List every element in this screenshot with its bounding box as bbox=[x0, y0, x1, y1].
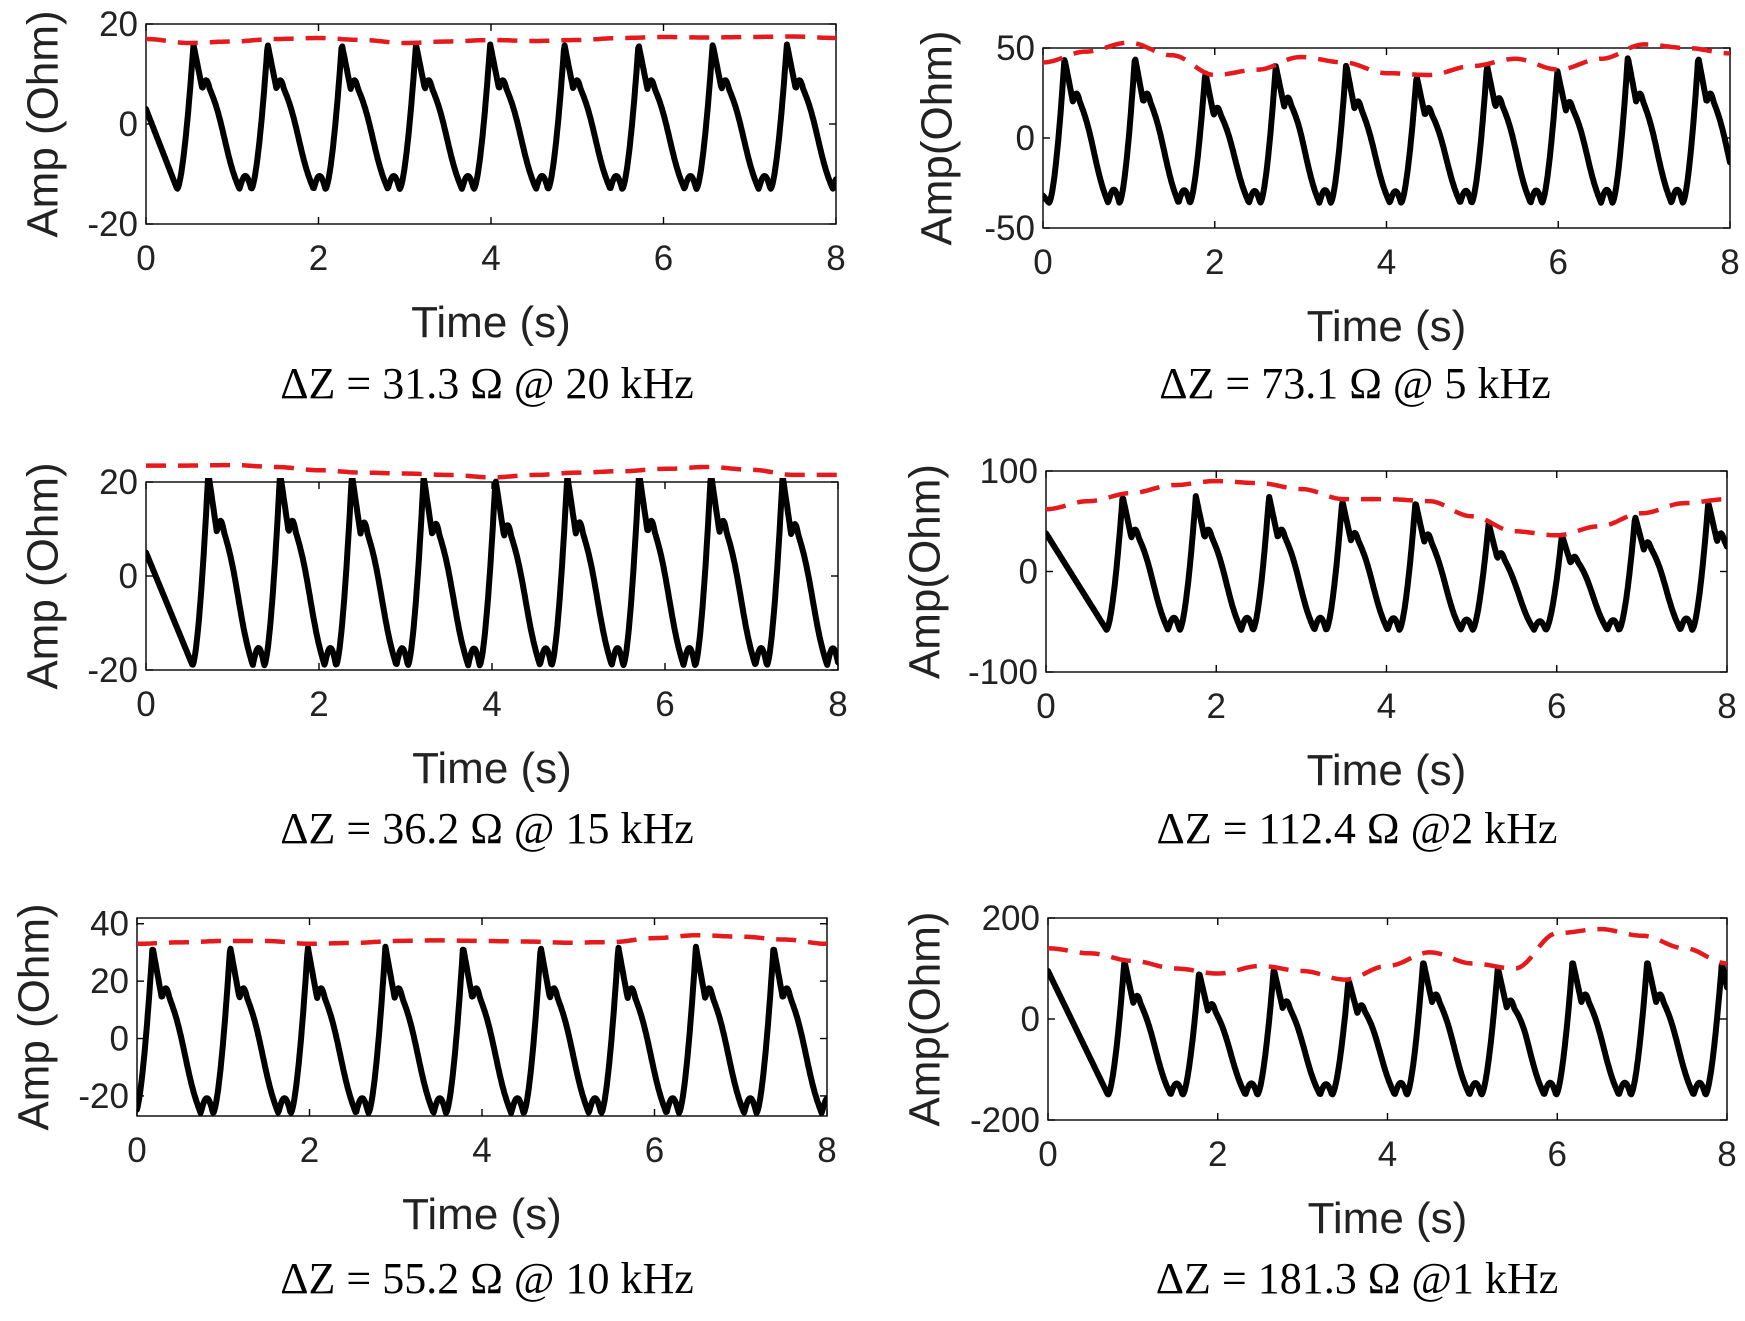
x-tick-label: 8 bbox=[1717, 1135, 1736, 1174]
x-tick-label: 8 bbox=[1717, 687, 1736, 726]
envelope-line bbox=[1045, 478, 1728, 538]
y-tick-label: 20 bbox=[99, 463, 138, 502]
y-tick-label: -20 bbox=[87, 651, 138, 690]
x-tick-label: 6 bbox=[655, 685, 674, 724]
x-tick-label: 0 bbox=[136, 685, 155, 724]
x-tick-label: 8 bbox=[826, 239, 845, 278]
panel-caption: ΔZ = 31.3 Ω @ 20 kHz bbox=[280, 359, 694, 408]
x-tick-label: 6 bbox=[1547, 687, 1566, 726]
panel-caption: ΔZ = 55.2 Ω @ 10 kHz bbox=[280, 1254, 694, 1303]
y-axis-label: Amp(Ohm) bbox=[900, 464, 949, 679]
x-tick-label: 4 bbox=[481, 239, 500, 278]
x-tick-label: 0 bbox=[1033, 243, 1052, 282]
x-axis-label: Time (s) bbox=[1307, 302, 1467, 351]
x-tick-label: 6 bbox=[645, 1131, 664, 1170]
x-tick-label: 4 bbox=[1377, 687, 1396, 726]
y-tick-label: 200 bbox=[982, 899, 1040, 938]
x-axis-label: Time (s) bbox=[411, 298, 571, 347]
y-tick-label: 0 bbox=[119, 105, 138, 144]
signal-line bbox=[137, 943, 827, 1117]
x-tick-label: 6 bbox=[654, 239, 673, 278]
signal-line bbox=[1046, 493, 1727, 633]
x-tick-label: 8 bbox=[1720, 243, 1739, 282]
y-tick-label: -100 bbox=[968, 653, 1038, 692]
y-axis-label: Amp(Ohm) bbox=[912, 30, 961, 245]
signal-line bbox=[146, 41, 836, 192]
y-tick-label: 20 bbox=[90, 962, 129, 1001]
x-tick-label: 2 bbox=[309, 685, 328, 724]
envelope-line bbox=[137, 932, 827, 947]
axes-frame bbox=[136, 917, 828, 1117]
signal-line bbox=[1048, 960, 1727, 1098]
y-tick-label: 40 bbox=[90, 905, 129, 944]
panel-caption: ΔZ = 36.2 Ω @ 15 kHz bbox=[280, 804, 694, 853]
panel-caption: ΔZ = 112.4 Ω @2 kHz bbox=[1157, 804, 1558, 853]
x-tick-label: 0 bbox=[136, 239, 155, 278]
x-tick-label: 8 bbox=[828, 685, 847, 724]
x-tick-label: 0 bbox=[127, 1131, 146, 1170]
envelope-line bbox=[1047, 926, 1728, 982]
y-tick-label: 0 bbox=[119, 557, 138, 596]
panel-caption: ΔZ = 73.1 Ω @ 5 kHz bbox=[1159, 359, 1551, 408]
x-axis-label: Time (s) bbox=[1308, 1194, 1468, 1243]
y-tick-label: 0 bbox=[1019, 553, 1038, 592]
x-axis-label: Time (s) bbox=[402, 1190, 562, 1239]
panel-5: 0 2 4 6 8 -20 0 20 40 Time (s) Amp (Ohm) ΔZ = 55.2 … bbox=[9, 903, 836, 1303]
envelope-line bbox=[145, 34, 836, 46]
x-tick-label: 8 bbox=[817, 1131, 836, 1170]
panel-caption: ΔZ = 181.3 Ω @1 kHz bbox=[1156, 1254, 1559, 1303]
y-axis-label: Amp (Ohm) bbox=[18, 462, 67, 689]
x-tick-label: 4 bbox=[1377, 243, 1396, 282]
x-tick-label: 0 bbox=[1038, 1135, 1057, 1174]
y-tick-label: 20 bbox=[99, 5, 138, 44]
y-tick-label: 50 bbox=[996, 29, 1035, 68]
x-tick-label: 4 bbox=[1378, 1135, 1397, 1174]
y-tick-label: -20 bbox=[87, 205, 138, 244]
x-axis-label: Time (s) bbox=[412, 744, 572, 793]
envelope-line bbox=[146, 462, 838, 480]
envelope-line bbox=[1042, 40, 1731, 78]
x-tick-label: 6 bbox=[1548, 1135, 1567, 1174]
y-axis-label: Amp (Ohm) bbox=[9, 903, 58, 1130]
y-tick-label: 0 bbox=[110, 1020, 129, 1059]
x-tick-label: 2 bbox=[1208, 1135, 1227, 1174]
x-axis-label: Time (s) bbox=[1307, 746, 1467, 795]
x-tick-label: 2 bbox=[300, 1131, 319, 1170]
y-tick-label: -200 bbox=[970, 1101, 1040, 1140]
x-tick-label: 0 bbox=[1036, 687, 1055, 726]
signal-line bbox=[146, 478, 838, 669]
y-tick-label: 0 bbox=[1021, 1000, 1040, 1039]
x-tick-label: 2 bbox=[1207, 687, 1226, 726]
x-tick-label: 6 bbox=[1549, 243, 1568, 282]
signal-line bbox=[1043, 55, 1730, 206]
y-axis-label: Amp(Ohm) bbox=[900, 911, 949, 1126]
y-tick-label: 0 bbox=[1016, 119, 1035, 158]
y-tick-label: -50 bbox=[984, 209, 1035, 248]
y-tick-label: -20 bbox=[78, 1077, 129, 1116]
y-tick-label: 100 bbox=[980, 452, 1038, 491]
x-tick-label: 2 bbox=[1205, 243, 1224, 282]
x-tick-label: 4 bbox=[472, 1131, 491, 1170]
x-tick-label: 2 bbox=[309, 239, 328, 278]
y-axis-label: Amp (Ohm) bbox=[18, 10, 67, 237]
x-tick-label: 4 bbox=[482, 685, 501, 724]
